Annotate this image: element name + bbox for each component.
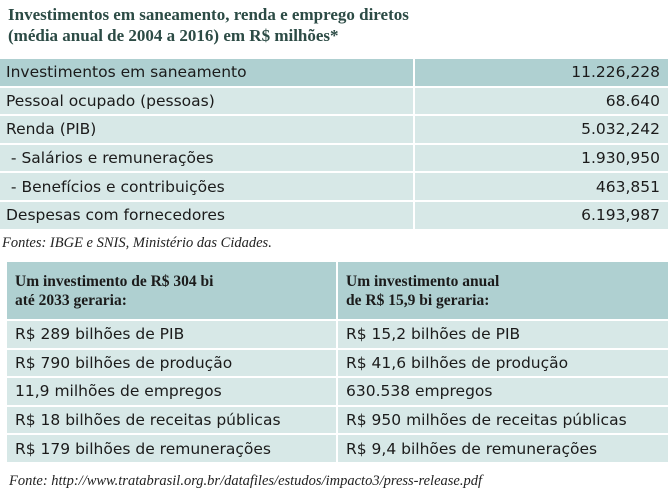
table-cell: Pessoal ocupado (pessoas) [0,87,415,115]
table-cell: 11.226,228 [571,63,660,82]
table-cell: R$ 41,6 bilhões de produção [346,353,569,372]
table-cell: 5.032,242 [581,120,660,139]
table-cell: - Benefícios e contribuições [0,173,415,200]
table-cell: 11,9 milhões de empregos [7,378,338,405]
table-cell: R$ 15,2 bilhões de PIB [346,325,521,344]
table-row: 11,9 milhões de empregos 630.538 empregos [7,378,668,407]
source: Fonte: http://www.tratabrasil.org.br/dat… [9,473,482,489]
table-row: R$ 790 bilhões de produção R$ 41,6 bilhõe… [7,349,668,379]
table-row: R$ 289 bilhões de PIB R$ 15,2 bilhões de … [7,321,668,350]
table-2: Um investimento de R$ 304 bi até 2033 ger… [7,262,668,464]
table-row: R$ 18 bilhões de receitas públicas R$ 950… [7,406,668,436]
header-cell: Um investimento anual de R$ 15,9 bi gerar… [338,262,668,319]
header-line: Um investimento anual [346,272,500,290]
header-row: Um investimento de R$ 304 bi até 2033 ger… [7,262,668,321]
table-cell: Investimentos em saneamento [0,59,415,86]
source: Fontes: IBGE e SNIS, Ministério das Cida… [2,235,272,251]
table-cell: 6.193,987 [581,206,660,225]
table-row: Despesas com fornecedores 6.193,987 [0,201,668,231]
table-cell: 68.640 [605,91,660,110]
table-cell: 463,851 [595,177,660,196]
table-cell: 630.538 empregos [346,382,493,401]
header-line: de R$ 15,9 bi geraria: [346,291,490,309]
table-cell: - Salários e remunerações [0,144,415,172]
table-cell: R$ 289 bilhões de PIB [7,321,338,348]
header-line: Um investimento de R$ 304 bi [15,272,214,290]
header-line: até 2033 geraria: [15,291,127,309]
table-row: Pessoal ocupado (pessoas) 68.640 [0,87,668,117]
table-cell: Despesas com fornecedores [0,201,415,229]
table-row: - Salários e remunerações 1.930,950 [0,144,668,174]
table-row: - Benefícios e contribuições 463,851 [0,173,668,202]
table-cell: R$ 179 bilhões de remunerações [7,435,338,462]
title-line: (média anual de 2004 a 2016) em R$ milhõ… [8,26,339,45]
header-cell: Um investimento de R$ 304 bi até 2033 ger… [7,262,338,319]
table-cell: 1.930,950 [581,149,660,168]
table-cell: R$ 9,4 bilhões de remunerações [346,439,598,458]
table-row: Renda (PIB) 5.032,242 [0,116,668,145]
table-1: Investimentos em saneamento 11.226,228 Pes… [0,59,668,231]
table-cell: Renda (PIB) [0,116,415,143]
table-cell: R$ 790 bilhões de produção [7,349,338,377]
title-line: Investimentos em saneamento, renda e emp… [8,5,409,24]
table-row: Investimentos em saneamento 11.226,228 [0,59,668,88]
table-row: R$ 179 bilhões de remunerações R$ 9,4 bil… [7,435,668,464]
table-cell: R$ 18 bilhões de receitas públicas [7,406,338,434]
title: Investimentos em saneamento, renda e emp… [8,4,409,46]
table-cell: R$ 950 milhões de receitas públicas [346,411,627,430]
